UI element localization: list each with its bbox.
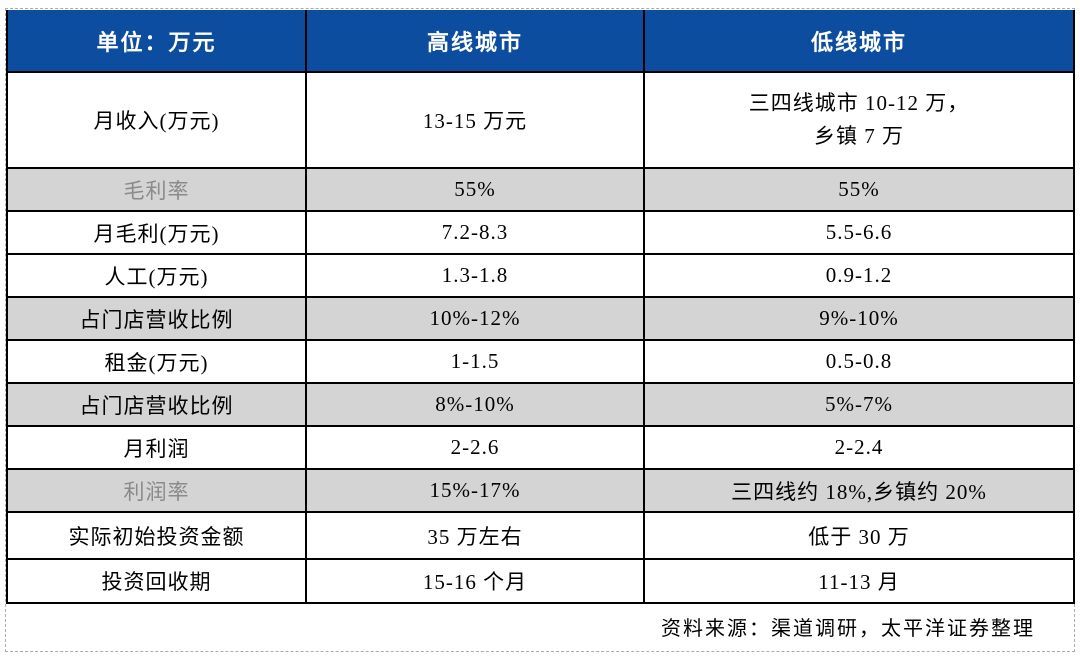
- low-tier-value-cell: 11-13 月: [643, 558, 1075, 604]
- high-tier-value-cell: 8%-10%: [305, 382, 645, 427]
- table-row-labor-cost: 人工(万元) 1.3-1.8 0.9-1.2: [6, 253, 1075, 298]
- low-tier-value-line-2: 乡镇 7 万: [814, 124, 904, 148]
- row-label-cell: 月毛利(万元): [6, 210, 307, 255]
- col-header-high-tier-city: 高线城市: [305, 10, 645, 73]
- source-note: 资料来源：渠道调研，太平洋证券整理: [661, 618, 1035, 640]
- high-tier-value-cell: 55%: [305, 167, 645, 212]
- table-row-rent-revenue-ratio: 占门店营收比例 8%-10% 5%-7%: [6, 382, 1075, 427]
- row-label-cell: 实际初始投资金额: [6, 511, 307, 560]
- high-tier-value-cell: 15%-17%: [305, 468, 645, 513]
- table-row-rent-cost: 租金(万元) 1-1.5 0.5-0.8: [6, 339, 1075, 384]
- table-header-row: 单位：万元 高线城市 低线城市: [6, 10, 1075, 73]
- low-tier-value-cell: 0.9-1.2: [643, 253, 1075, 298]
- row-label-cell: 占门店营收比例: [6, 382, 307, 427]
- low-tier-value-cell: 2-2.4: [643, 425, 1075, 470]
- row-label-cell: 利润率: [6, 468, 307, 513]
- low-tier-value-cell: 55%: [643, 167, 1075, 212]
- table-row-monthly-gross-profit: 月毛利(万元) 7.2-8.3 5.5-6.6: [6, 210, 1075, 255]
- table-row-monthly-revenue: 月收入(万元) 13-15 万元 三四线城市 10-12 万， 乡镇 7 万: [6, 71, 1075, 169]
- high-tier-value-cell: 35 万左右: [305, 511, 645, 560]
- high-tier-value-cell: 10%-12%: [305, 296, 645, 341]
- high-tier-value-cell: 7.2-8.3: [305, 210, 645, 255]
- high-tier-value-cell: 2-2.6: [305, 425, 645, 470]
- unit-header-cell: 单位：万元: [6, 10, 307, 73]
- col-header-low-tier-city: 低线城市: [643, 10, 1075, 73]
- table-row-initial-investment: 实际初始投资金额 35 万左右 低于 30 万: [6, 511, 1075, 560]
- low-tier-value-cell: 低于 30 万: [643, 511, 1075, 560]
- table-row-monthly-profit: 月利润 2-2.6 2-2.4: [6, 425, 1075, 470]
- low-tier-value-cell: 5%-7%: [643, 382, 1075, 427]
- low-tier-value-cell: 5.5-6.6: [643, 210, 1075, 255]
- table-row-payback-period: 投资回收期 15-16 个月 11-13 月: [6, 558, 1075, 604]
- row-label-cell: 租金(万元): [6, 339, 307, 384]
- high-tier-value-cell: 13-15 万元: [305, 71, 645, 169]
- row-label-cell: 占门店营收比例: [6, 296, 307, 341]
- low-tier-value-line-1: 三四线城市 10-12 万，: [748, 91, 970, 116]
- table-row-labor-revenue-ratio: 占门店营收比例 10%-12% 9%-10%: [6, 296, 1075, 341]
- row-label-cell: 人工(万元): [6, 253, 307, 298]
- high-tier-value-cell: 1.3-1.8: [305, 253, 645, 298]
- low-tier-value-cell: 0.5-0.8: [643, 339, 1075, 384]
- store-economics-table: 单位：万元 高线城市 低线城市 月收入(万元) 13-15 万元 三四线城市 1…: [6, 10, 1075, 604]
- row-label-cell: 月利润: [6, 425, 307, 470]
- table-row-profit-margin: 利润率 15%-17% 三四线约 18%,乡镇约 20%: [6, 468, 1075, 513]
- high-tier-value-cell: 1-1.5: [305, 339, 645, 384]
- row-label-cell: 月收入(万元): [6, 71, 307, 169]
- table-row-gross-margin: 毛利率 55% 55%: [6, 167, 1075, 212]
- low-tier-value-cell: 三四线约 18%,乡镇约 20%: [643, 468, 1075, 513]
- row-label-cell: 投资回收期: [6, 558, 307, 604]
- low-tier-value-cell: 9%-10%: [643, 296, 1075, 341]
- high-tier-value-cell: 15-16 个月: [305, 558, 645, 604]
- low-tier-value-cell: 三四线城市 10-12 万， 乡镇 7 万: [643, 71, 1075, 169]
- row-label-cell: 毛利率: [6, 167, 307, 212]
